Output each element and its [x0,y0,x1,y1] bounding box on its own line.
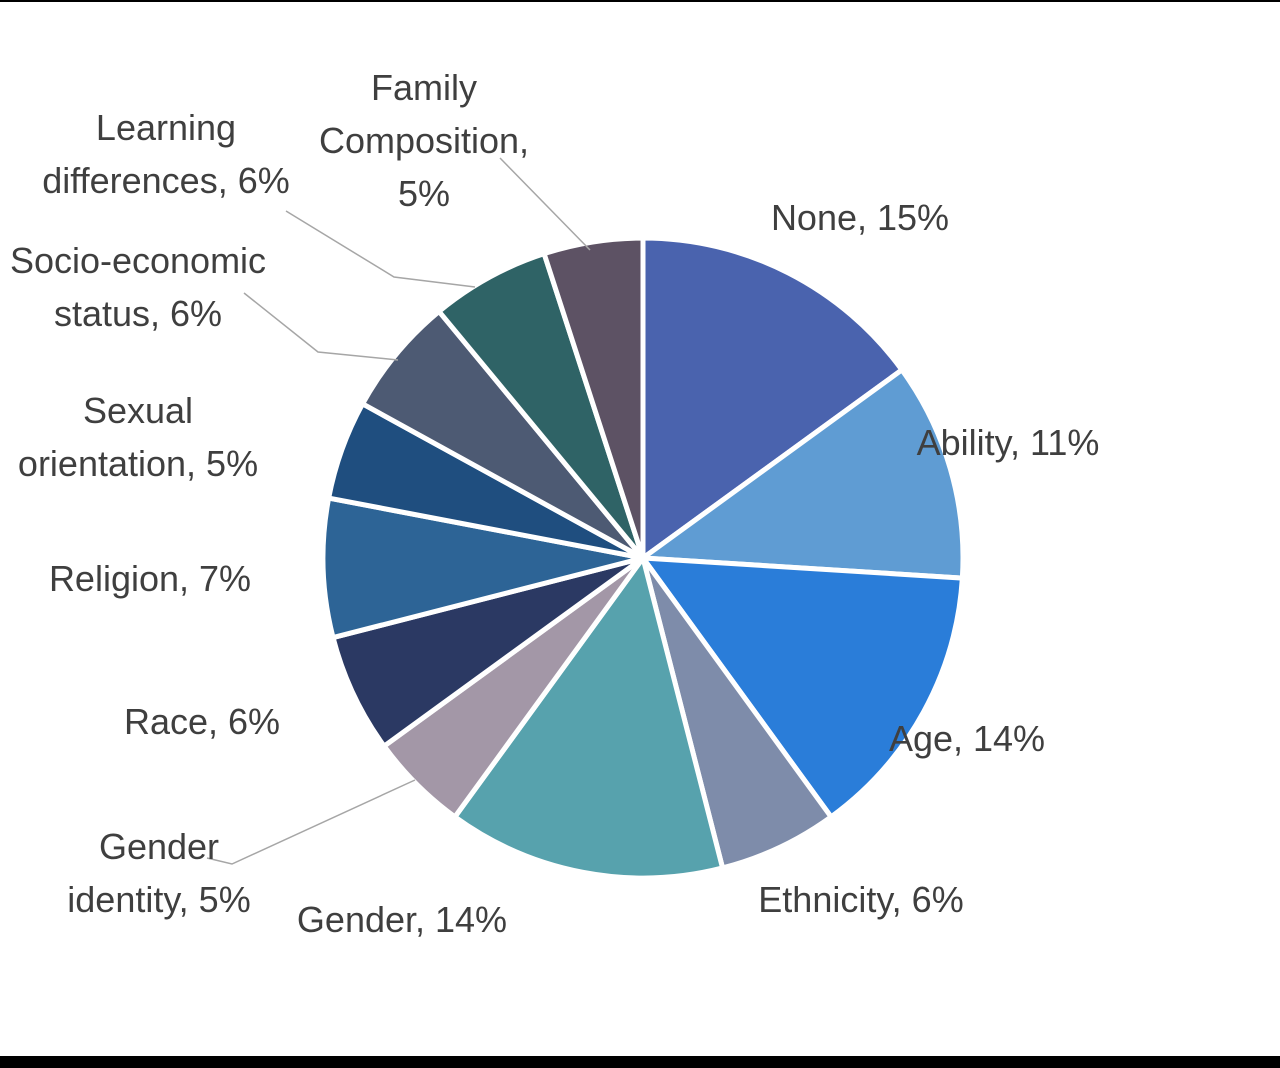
bottom-border [0,1056,1280,1068]
slice-label-line: 5% [397,173,451,214]
pie-slice-gender [452,555,726,881]
slice-label-religion: Religion, 7% [49,552,251,605]
slice-label-none: None, 15% [771,191,949,244]
slice-label-line: Composition, [318,120,530,161]
slice-label-line: Family [371,67,477,108]
slice-label-line: Race, 6% [123,701,281,742]
pie-slice-none [640,235,905,561]
slice-label-line: Gender, 14% [296,899,508,940]
leader-line-family-composition [499,157,591,251]
pie-slice-age [640,555,965,820]
slice-label-learning-differences: Learning differences, 6% [42,101,289,207]
slice-label-ethnicity: Ethnicity, 6% [758,873,963,926]
pie-slice-family-composition [541,235,646,561]
slice-label-line: None, 15% [770,197,950,238]
slice-label-socio-economic-status: Socio-economic status, 6% [10,234,266,340]
leader-line-gender-identity [206,779,416,865]
leader-line-socio-economic-status [243,292,399,361]
slice-label-line: Religion, 7% [48,558,252,599]
slice-label-line: Ethnicity, 6% [758,879,964,920]
slice-label-race: Race, 6% [124,695,280,748]
top-border [0,0,1280,2]
slice-label-line: Learning [95,107,237,148]
leader-line-learning-differences [285,210,476,288]
slice-label-line: Ability, 11% [916,422,1100,463]
slice-label-line: Gender [98,826,220,867]
slice-label-line: Socio-economic [9,240,267,281]
slice-label-age: Age, 14% [889,712,1045,765]
slice-label-line: Age, 14% [888,718,1046,759]
pie-slice-religion [320,495,646,641]
slice-label-line: Sexual [82,390,194,431]
slice-label-gender: Gender, 14% [297,893,507,946]
slice-label-line: differences, 6% [42,160,290,201]
pie-slice-ability [640,367,966,581]
slice-label-ability: Ability, 11% [917,416,1100,469]
slice-label-sexual-orientation: Sexual orientation, 5% [18,384,258,490]
slice-label-gender-identity: Gender identity, 5% [67,820,250,926]
slice-label-family-composition: Family Composition, 5% [319,61,529,220]
slice-label-line: orientation, 5% [17,443,259,484]
slice-label-line: status, 6% [53,293,223,334]
slice-label-line: identity, 5% [67,879,251,920]
